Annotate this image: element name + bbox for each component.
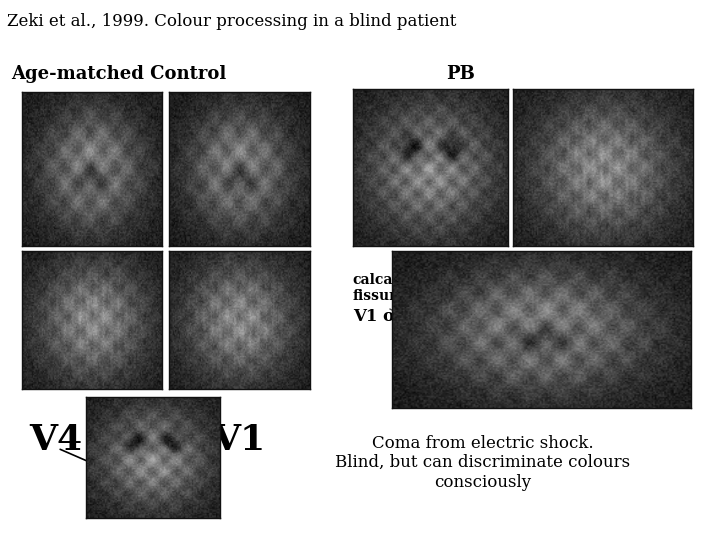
Text: Coma from electric shock.
Blind, but can discriminate colours
consciously: Coma from electric shock. Blind, but can…: [335, 435, 630, 491]
Text: calcarine
fissure: calcarine fissure: [353, 273, 425, 303]
Text: V4: V4: [29, 423, 82, 457]
Text: PB: PB: [446, 65, 475, 83]
Text: V1: V1: [212, 423, 266, 457]
Text: Age-matched Control: Age-matched Control: [12, 65, 226, 83]
Text: Zeki et al., 1999. Colour processing in a blind patient: Zeki et al., 1999. Colour processing in …: [7, 14, 456, 30]
Text: V1 only: V1 only: [353, 308, 422, 325]
